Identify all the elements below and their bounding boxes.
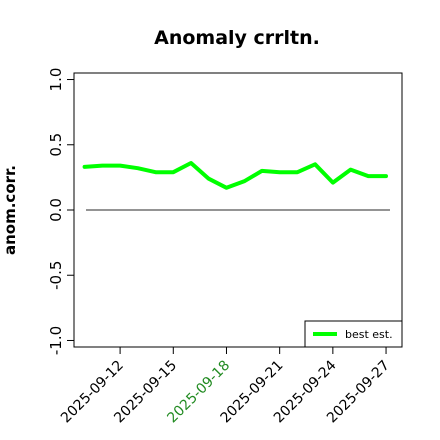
y-tick-label: 0.5 [47, 133, 65, 157]
y-tick-label: 0.0 [47, 198, 65, 222]
y-axis-label: anom.corr. [1, 165, 19, 255]
series-line-best-est [82, 161, 388, 190]
y-tick-label: -1.0 [47, 326, 65, 355]
legend-label: best est. [345, 328, 393, 341]
y-tick-label: -0.5 [47, 261, 65, 290]
y-tick-label: 1.0 [47, 68, 65, 92]
chart-title: Anomaly crrltn. [154, 27, 320, 49]
